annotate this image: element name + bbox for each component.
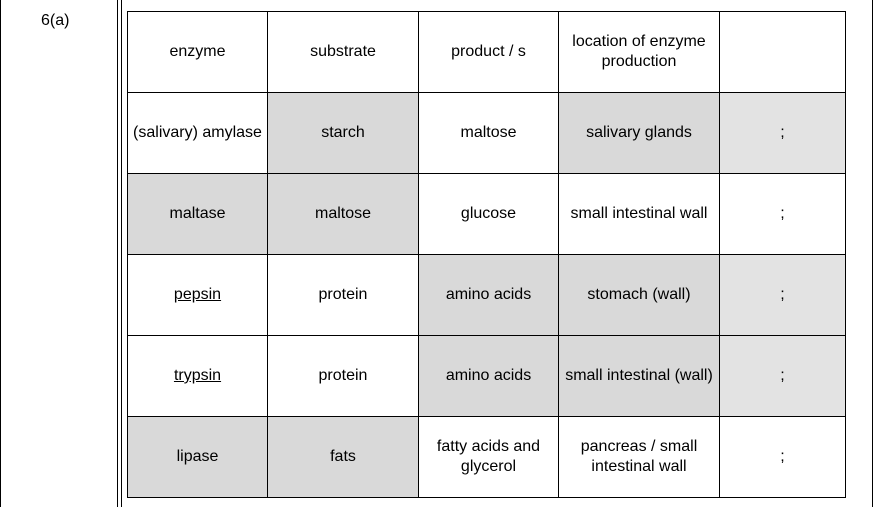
cell-location: pancreas / small intestinal wall [558,416,720,498]
cell-location: salivary glands [558,92,720,174]
table-row: lipase fats fatty acids and glycerol pan… [127,416,846,498]
enzyme-table: enzyme substrate product / s location of… [127,11,846,498]
cell-mark: ; [719,92,846,174]
enzyme-underlined: pepsin [173,286,222,303]
cell-substrate: protein [267,335,419,417]
header-products: product / s [418,11,559,93]
enzyme-underlined: trypsin [173,367,222,384]
table-row: trypsin protein amino acids small intest… [127,335,846,417]
cell-products: amino acids [418,335,559,417]
cell-products: fatty acids and glycerol [418,416,559,498]
cell-products: glucose [418,173,559,255]
cell-enzyme: pepsin [127,254,268,336]
table-row: maltase maltose glucose small intestinal… [127,173,846,255]
header-substrate: substrate [267,11,419,93]
cell-mark: ; [719,416,846,498]
cell-substrate: protein [267,254,419,336]
cell-location: small intestinal (wall) [558,335,720,417]
cell-enzyme: maltase [127,173,268,255]
cell-mark: ; [719,173,846,255]
table-row: pepsin protein amino acids stomach (wall… [127,254,846,336]
frame-left-border [0,0,1,507]
header-enzyme: enzyme [127,11,268,93]
cell-enzyme: (salivary) amylase [127,92,268,174]
cell-substrate: maltose [267,173,419,255]
column-divider [117,0,118,507]
table-row: (salivary) amylase starch maltose saliva… [127,92,846,174]
header-mark [719,11,846,93]
cell-products: amino acids [418,254,559,336]
table-header-row: enzyme substrate product / s location of… [127,11,846,93]
cell-location: small intestinal wall [558,173,720,255]
cell-location: stomach (wall) [558,254,720,336]
header-location: location of enzyme production [558,11,720,93]
question-number: 6(a) [41,12,70,29]
cell-mark: ; [719,335,846,417]
frame-right-border [872,0,873,507]
cell-mark: ; [719,254,846,336]
cell-enzyme: trypsin [127,335,268,417]
cell-products: maltose [418,92,559,174]
column-divider [121,0,122,507]
cell-enzyme: lipase [127,416,268,498]
cell-substrate: fats [267,416,419,498]
cell-substrate: starch [267,92,419,174]
